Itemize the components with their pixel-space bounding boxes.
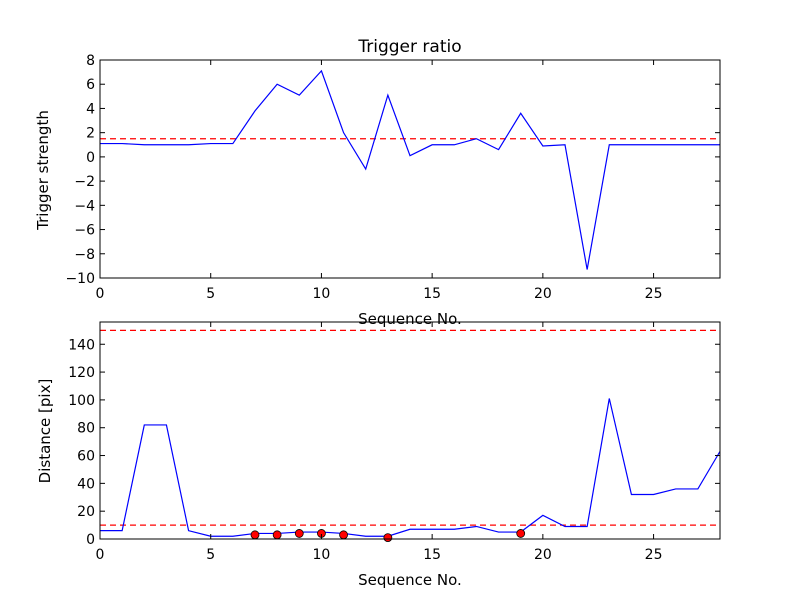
data-point-marker (339, 530, 348, 540)
plot-area (100, 69, 720, 270)
y-tick-label: 0 (86, 532, 95, 548)
y-tick-label: 60 (77, 449, 95, 465)
x-tick-label: 0 (96, 286, 105, 302)
chart-title: Trigger ratio (357, 37, 461, 57)
x-tick-label: 5 (206, 547, 215, 563)
y-tick-label: −6 (74, 223, 95, 239)
y-tick-label: −10 (65, 271, 95, 287)
data-point-marker (250, 530, 260, 540)
y-tick-label: 140 (68, 337, 95, 353)
y-tick-label: 0 (86, 150, 95, 166)
trigger-ratio-subplot: Trigger ratio Sequence No. Trigger stren… (34, 37, 721, 328)
y-tick-label: −8 (74, 247, 95, 263)
x-tick-label: 5 (206, 286, 215, 302)
y-tick-label: 6 (86, 77, 95, 93)
x-axis-label: Sequence No. (358, 571, 462, 589)
y-axis-label: Distance [pix] (36, 379, 54, 484)
series-line (100, 398, 720, 537)
distance-subplot: Sequence No. Distance [pix] 0 5 10 15 20 25 0 2… (36, 321, 721, 589)
y-tick-label: −4 (74, 198, 95, 214)
data-point-marker (516, 529, 526, 538)
x-tick-label: 20 (534, 547, 552, 563)
y-tick-label: −2 (74, 174, 95, 190)
y-tick-label: 2 (86, 126, 95, 142)
data-point-marker (383, 533, 393, 543)
y-tick-label: 8 (86, 53, 95, 69)
y-tick-label: 20 (77, 504, 95, 520)
plot-area (100, 329, 720, 537)
x-tick-label: 15 (423, 547, 441, 563)
x-tick-label: 25 (645, 547, 663, 563)
y-tick-label: 4 (86, 101, 95, 117)
x-tick-label: 25 (645, 286, 663, 302)
series-line (100, 69, 720, 270)
data-point-marker (272, 530, 282, 540)
x-axis-label: Sequence No. (358, 310, 462, 328)
x-tick-label: 15 (423, 286, 441, 302)
y-tick-label: 40 (77, 476, 95, 492)
y-tick-label: 100 (68, 393, 95, 409)
y-axis-label: Trigger strength (34, 110, 52, 231)
y-tick-label: 120 (68, 365, 95, 381)
axes-frame (99, 321, 721, 540)
data-point-marker (294, 529, 304, 538)
x-tick-label: 10 (313, 286, 331, 302)
y-tick-label: 80 (77, 421, 95, 437)
x-tick-label: 10 (313, 547, 331, 563)
axes-frame (99, 59, 721, 279)
x-tick-label: 20 (534, 286, 552, 302)
x-tick-label: 0 (96, 547, 105, 563)
